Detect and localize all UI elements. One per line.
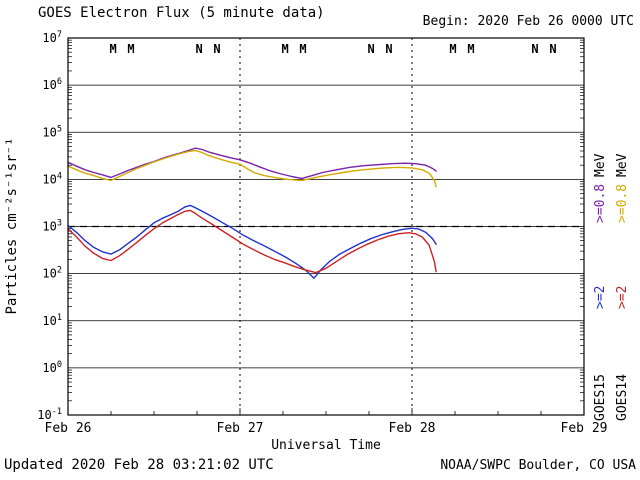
x-axis-label: Universal Time xyxy=(271,438,381,453)
y-tick-label-1e4: 104 xyxy=(42,171,62,186)
y-tick-label-1e1: 101 xyxy=(42,313,62,328)
series-goes14-2-mev xyxy=(67,209,437,274)
x-tick-label-2: Feb 28 xyxy=(389,421,436,436)
right-legend-goes14: GOES14>=2>=0.8MeV xyxy=(615,153,630,421)
satellite-marker-m: M xyxy=(449,42,456,56)
x-tick-label-1: Feb 27 xyxy=(217,421,264,436)
right-legend-goes15: GOES15>=2>=0.8MeV xyxy=(593,153,608,421)
plot-frame xyxy=(67,37,585,416)
y-tick-label-1e0: 100 xyxy=(42,360,62,375)
series-goes14-0-8-mev xyxy=(67,149,437,188)
satellite-marker-m: M xyxy=(127,42,134,56)
series-goes15-0-8-mev xyxy=(67,147,437,180)
satellite-marker-m: M xyxy=(109,42,116,56)
y-tick-label-1e-1: 10-1 xyxy=(37,407,62,422)
y-tick-label-1e2: 102 xyxy=(42,266,62,281)
y-axis-label: Particles cm⁻²s⁻¹sr⁻¹ xyxy=(4,137,20,314)
satellite-marker-n: N xyxy=(385,42,392,56)
begin-time-label: Begin: 2020 Feb 26 0000 UTC xyxy=(423,14,634,29)
x-tick-label-3: Feb 29 xyxy=(561,421,608,436)
y-tick-label-1e3: 103 xyxy=(42,219,62,234)
satellite-marker-n: N xyxy=(531,42,538,56)
satellite-marker-m: M xyxy=(467,42,474,56)
satellite-marker-m: M xyxy=(299,42,306,56)
x-tick-label-0: Feb 26 xyxy=(45,421,92,436)
y-tick-label-1e5: 105 xyxy=(42,124,62,139)
satellite-marker-n: N xyxy=(367,42,374,56)
credit-label: NOAA/SWPC Boulder, CO USA xyxy=(440,458,636,473)
series-goes15-2-mev xyxy=(67,204,437,279)
y-tick-label-1e7: 107 xyxy=(42,30,62,45)
satellite-marker-n: N xyxy=(195,42,202,56)
satellite-marker-n: N xyxy=(213,42,220,56)
satellite-marker-n: N xyxy=(549,42,556,56)
y-tick-label-1e6: 106 xyxy=(42,77,62,92)
satellite-marker-m: M xyxy=(281,42,288,56)
chart-title: GOES Electron Flux (5 minute data) xyxy=(38,5,325,21)
updated-timestamp: Updated 2020 Feb 28 03:21:02 UTC xyxy=(4,457,274,473)
